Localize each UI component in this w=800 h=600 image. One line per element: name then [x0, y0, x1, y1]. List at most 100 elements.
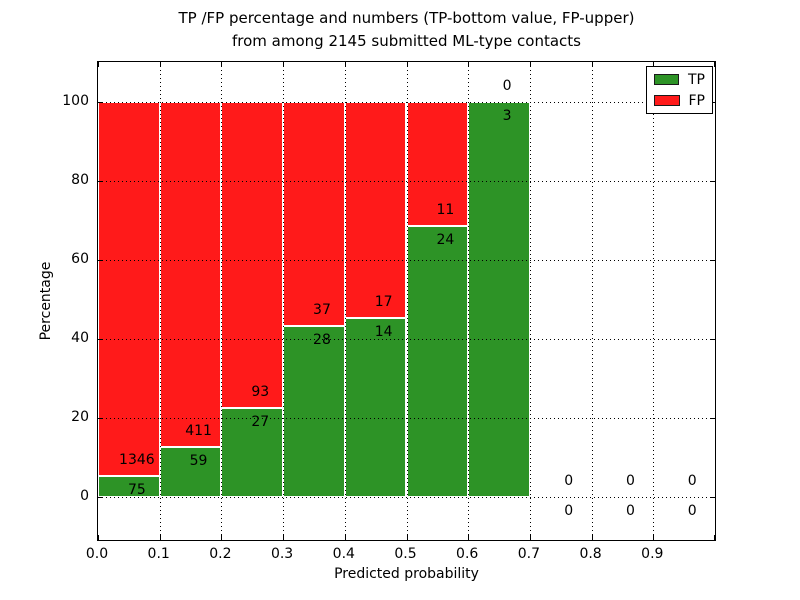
bar-fp-segment: [159, 101, 222, 447]
y-tick-label: 100: [62, 92, 89, 109]
y-tick-mark: [98, 338, 103, 340]
x-tick-label: 0.4: [332, 546, 355, 562]
x-tick-label: 0.3: [270, 546, 294, 562]
legend-item-tp: TP: [654, 73, 705, 87]
tp-color-swatch-icon: [654, 74, 679, 85]
x-axis-label: Predicted probability: [334, 566, 479, 582]
bar-fp-segment: [283, 101, 345, 327]
x-tick-label: 0.9: [641, 546, 664, 562]
bar-tp-segment: [283, 326, 345, 497]
bar-tp-segment: [406, 225, 469, 497]
x-tick-mark-top: [653, 62, 655, 67]
bar-fp-count-label: 0: [626, 472, 635, 489]
bar-tp-count-label: 27: [251, 413, 270, 430]
gridline-vertical: [159, 62, 161, 540]
bar-fp-count-label: 93: [251, 383, 270, 400]
y-tick-mark: [98, 496, 103, 498]
y-tick-label: 0: [80, 487, 89, 504]
bar-tp-count-label: 14: [374, 324, 393, 341]
bar-fp-segment: [344, 101, 407, 319]
gridline-vertical: [529, 62, 531, 540]
x-tick-mark: [98, 535, 99, 540]
bar-tp-count-label: 28: [313, 332, 331, 349]
gridline-vertical: [591, 62, 593, 540]
y-tick-mark: [98, 180, 103, 182]
chart-title: TP /FP percentage and numbers (TP-bottom…: [97, 7, 716, 53]
legend-label-fp: FP: [688, 92, 706, 109]
x-tick-label: 0.0: [85, 546, 109, 562]
y-tick-mark: [98, 101, 103, 103]
x-tick-mark: [283, 535, 285, 540]
gridline-vertical: [653, 62, 655, 540]
x-tick-mark-top: [344, 62, 346, 67]
bar-tp-count-label: 0: [564, 502, 574, 519]
x-tick-mark-top: [159, 62, 161, 67]
x-tick-mark: [591, 535, 593, 540]
x-tick-mark: [406, 535, 408, 540]
y-tick-mark-right: [710, 496, 715, 498]
y-tick-label: 40: [71, 329, 89, 346]
bar-tp-count-label: 0: [626, 502, 635, 519]
x-tick-label: 0.1: [147, 546, 170, 562]
x-tick-label: 0.6: [456, 546, 479, 562]
chart-title-line1: TP /FP percentage and numbers (TP-bottom…: [178, 9, 635, 27]
bar-tp-count-label: 59: [189, 452, 208, 469]
y-tick-label: 20: [71, 408, 89, 425]
x-tick-mark-top: [468, 62, 470, 67]
bar-fp-segment: [221, 101, 284, 408]
x-tick-mark-top: [406, 62, 408, 67]
x-tick-mark: [221, 535, 223, 540]
bar-tp-segment: [344, 318, 407, 497]
bar-fp-count-label: 411: [185, 422, 212, 439]
bar-fp-count-label: 0: [564, 472, 574, 489]
y-tick-mark-right: [710, 259, 715, 261]
legend: TP FP: [646, 66, 713, 114]
legend-label-tp: TP: [688, 71, 705, 88]
bar-fp-count-label: 37: [313, 302, 331, 319]
x-tick-mark: [653, 535, 655, 540]
x-tick-label: 0.2: [209, 546, 232, 562]
y-tick-mark-right: [710, 180, 715, 182]
bar-tp-count-label: 24: [436, 231, 455, 248]
gridline-vertical: [283, 62, 285, 540]
y-tick-mark-right: [710, 338, 715, 340]
plot-area: 1346 75 411 59 93 27 37 28 17 14 11 24 0 3 0 0 0 0 0 0: [97, 61, 716, 541]
bar-fp-count-label: 1346: [119, 451, 155, 468]
x-tick-mark-top: [591, 62, 593, 67]
x-tick-mark: [529, 535, 531, 540]
bar-fp-segment: [406, 101, 469, 226]
y-tick-label: 60: [71, 250, 89, 267]
x-tick-mark: [159, 535, 161, 540]
x-tick-mark: [344, 535, 346, 540]
legend-item-fp: FP: [654, 94, 705, 108]
chart-title-line2: from among 2145 submitted ML-type contac…: [232, 32, 581, 50]
bar-fp-count-label: 17: [374, 294, 393, 311]
bar-tp-count-label: 3: [502, 107, 512, 124]
x-tick-mark-top: [221, 62, 223, 67]
gridline-vertical: [344, 62, 346, 540]
bar-fp-segment: [98, 101, 160, 476]
x-tick-label: 0.8: [579, 546, 602, 562]
bar-tp-segment: [159, 446, 222, 497]
x-tick-mark: [714, 535, 715, 540]
bar-tp-count-label: 75: [127, 481, 146, 498]
x-tick-mark-top: [283, 62, 285, 67]
x-tick-mark-top: [98, 62, 99, 67]
bar-tp-count-label: 0: [687, 502, 697, 519]
bar-tp-segment: [98, 475, 160, 497]
gridline-vertical: [406, 62, 408, 540]
x-tick-label: 0.7: [517, 546, 541, 562]
bar-fp-count-label: 11: [436, 201, 455, 218]
bar-fp-count-label: 0: [502, 77, 512, 94]
y-tick-mark: [98, 417, 103, 419]
y-tick-mark: [98, 259, 103, 261]
x-tick-mark-top: [714, 62, 715, 67]
x-tick-label: 0.5: [394, 546, 417, 562]
bar-fp-count-label: 0: [687, 472, 697, 489]
gridline-vertical: [221, 62, 223, 540]
bar-tp-segment: [468, 101, 530, 497]
gridline-vertical: [468, 62, 470, 540]
y-tick-label: 80: [71, 171, 89, 188]
fp-color-swatch-icon: [654, 95, 680, 106]
